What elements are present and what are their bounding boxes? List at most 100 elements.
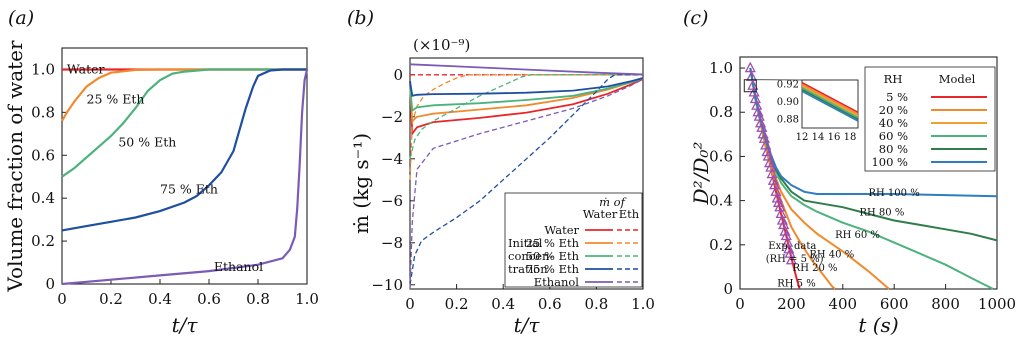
panel-a-y-tick-label: 0.6 bbox=[31, 146, 55, 164]
panel-c-annotation: RH 20 % bbox=[793, 263, 838, 274]
panel-b-x-tick-label: 0.6 bbox=[538, 295, 562, 313]
panel-c-inset-line bbox=[801, 87, 859, 119]
panel-a-series-annotation: 50 % Eth bbox=[118, 134, 176, 149]
panel-c-exp-marker bbox=[783, 242, 795, 254]
panel-a-y-tick-label: 0.8 bbox=[31, 103, 55, 121]
panel-c-y-tick-label: 0.6 bbox=[709, 147, 733, 165]
panel-b-legend-row-label: Ethanol bbox=[534, 275, 580, 289]
panel-c-inset-x-tick: 14 bbox=[812, 132, 825, 143]
panel-c-inset-line bbox=[801, 85, 859, 117]
panel-b-legend-col-eth: Eth bbox=[619, 207, 640, 221]
panel-a-y-tick-label: 1.0 bbox=[31, 60, 55, 78]
panel-a-plot-frame bbox=[61, 47, 308, 285]
panel-b-y-tick-label: 0 bbox=[393, 66, 403, 84]
panel-a-y-tick-label: 0.4 bbox=[31, 189, 55, 207]
panel-c-annotation: RH 60 % bbox=[835, 230, 880, 241]
panel-c-plot-frame bbox=[739, 56, 998, 290]
panel-a-y-axis-label: Volume fraction of water bbox=[3, 40, 27, 293]
panel-a-series-line bbox=[61, 69, 309, 286]
panel-b-legend-group-label: tration bbox=[508, 262, 548, 276]
panel-c-chart: 0 200 400 600 800 1000 0 0.2 0.4 0.6 0.8 1.0 RH 100 … bbox=[689, 56, 1016, 337]
panel-a-x-tick-label: 0 bbox=[57, 290, 67, 308]
panel-c-inset-y-tick: 0.92 bbox=[777, 79, 799, 90]
panel-b-series-line-water bbox=[409, 77, 644, 113]
panel-c-x-tick-label: 800 bbox=[931, 295, 960, 313]
panel-a-x-tick-label: 1.0 bbox=[295, 290, 319, 308]
panel-c-inset-line bbox=[801, 88, 859, 120]
panel-b-series-line-water bbox=[409, 78, 644, 137]
panel-b-x-tick-label: 0.4 bbox=[491, 295, 515, 313]
panel-b-x-tick-label: 0.2 bbox=[445, 295, 469, 313]
panel-c-x-tick-label: 1000 bbox=[978, 295, 1016, 313]
panel-b-legend-row-label: Water bbox=[544, 223, 579, 237]
panel-c-inset-line bbox=[801, 90, 859, 122]
panel-c-inset-y-tick: 0.88 bbox=[777, 114, 799, 125]
panel-b-legend-row-label: 50 % Eth bbox=[526, 249, 580, 263]
panel-b-x-tick-label: 1.0 bbox=[631, 295, 655, 313]
panel-c-x-axis-label: t (s) bbox=[858, 313, 898, 337]
panel-c-x-tick-label: 200 bbox=[777, 295, 806, 313]
panel-c-annotation: RH 100 % bbox=[869, 188, 920, 199]
panel-c-x-tick-label: 600 bbox=[880, 295, 909, 313]
panel-b-scale-label: (×10⁻⁹) bbox=[413, 36, 470, 54]
panel-c-inset-x-tick: 18 bbox=[844, 132, 857, 143]
panel-c-x-tick-label: 400 bbox=[828, 295, 857, 313]
panel-label-a: (a) bbox=[8, 7, 34, 29]
panel-b-y-tick-label: −4 bbox=[381, 150, 403, 168]
panel-a-series-annotation: Water bbox=[67, 61, 105, 76]
panel-c-legend-row-label: 20 % bbox=[879, 103, 908, 117]
panel-c-y-axis-label: D²/D₀² bbox=[689, 142, 713, 206]
panel-a-series-line bbox=[61, 68, 307, 232]
panel-c-legend-row-label: 60 % bbox=[879, 129, 908, 143]
panel-b-legend-col-water: Water bbox=[583, 207, 618, 221]
panel-c-inset-line bbox=[801, 81, 859, 113]
panel-c-exp-marker bbox=[776, 214, 788, 225]
panel-c-legend-row-label: 80 % bbox=[879, 142, 908, 156]
panel-c-legend-header-model: Model bbox=[939, 72, 976, 86]
panel-a-series-line bbox=[61, 68, 307, 122]
panel-a-series-annotation: 75 % Eth bbox=[160, 182, 218, 197]
panel-c-exp-marker bbox=[744, 61, 756, 73]
panel-label-b: (b) bbox=[347, 7, 374, 29]
panel-c-series-line bbox=[749, 67, 998, 198]
panel-c-exp-marker bbox=[752, 105, 764, 117]
panel-a-x-tick-label: 0.2 bbox=[99, 290, 123, 308]
panel-a-series-annotation: 25 % Eth bbox=[87, 91, 145, 106]
panel-c-inset-line bbox=[801, 83, 859, 115]
panel-c-exp-marker bbox=[754, 116, 767, 128]
panel-c-legend-header-rh: RH bbox=[884, 72, 903, 86]
panel-c-inset-y-tick: 0.90 bbox=[777, 97, 799, 108]
panel-c-exp-marker bbox=[763, 156, 776, 168]
panel-b-legend-box bbox=[504, 192, 643, 288]
panel-c-inset-x-tick: 12 bbox=[796, 132, 809, 143]
panel-c-exp-marker bbox=[785, 253, 797, 265]
panel-c-exp-marker bbox=[767, 174, 779, 185]
panel-a-x-tick-label: 0.8 bbox=[246, 290, 270, 308]
panel-c-annotation: (RH = 5 %) bbox=[766, 254, 824, 265]
panel-c-annotation: RH 80 % bbox=[860, 208, 905, 219]
panel-a-y-tick-label: 0 bbox=[45, 275, 55, 293]
panel-c-legend-row-label: 5 % bbox=[886, 90, 908, 104]
panel-b-series-line-water bbox=[409, 77, 644, 97]
panel-c-y-tick-label: 1.0 bbox=[709, 59, 733, 77]
panel-b-y-tick-label: −10 bbox=[371, 276, 403, 294]
panel-b-legend-group-label: concen- bbox=[508, 249, 553, 263]
panel-b-y-tick-label: −8 bbox=[381, 234, 403, 252]
panel-c-annotation: RH 40 % bbox=[809, 250, 854, 261]
panel-b-x-axis-label: t/τ bbox=[514, 313, 541, 337]
panel-label-c: (c) bbox=[683, 7, 708, 29]
panel-c-legend-row-label: 40 % bbox=[879, 116, 908, 130]
panel-c-legend-row-label: 100 % bbox=[871, 155, 908, 169]
panel-c-exp-marker bbox=[761, 145, 773, 157]
panel-b-legend-header: ṁ of bbox=[599, 195, 626, 209]
panel-c-exp-marker bbox=[757, 127, 769, 139]
panel-a-series-line bbox=[61, 68, 307, 178]
panel-c-x-tick-label: 0 bbox=[735, 295, 745, 313]
panel-b-chart: 0 0.2 0.4 0.6 0.8 1.0 −10 −8 −6 −4 −2 0 (×10⁻⁹) t/τ ṁ … bbox=[349, 36, 655, 337]
panel-b-y-tick-label: −2 bbox=[381, 108, 403, 126]
panel-b-plot-frame bbox=[409, 57, 644, 290]
panel-a-y-tick-label: 0.2 bbox=[31, 232, 55, 250]
panel-b-x-tick-label: 0 bbox=[405, 295, 415, 313]
panel-b-x-tick-label: 0.8 bbox=[584, 295, 608, 313]
